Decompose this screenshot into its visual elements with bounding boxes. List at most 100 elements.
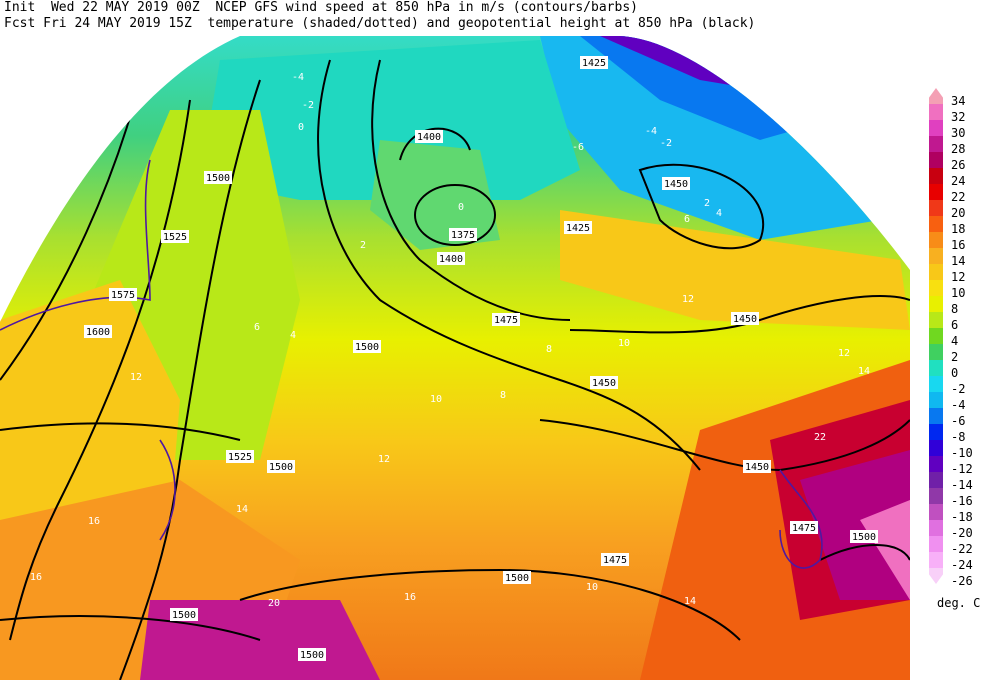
height-label: 1425 [566,223,590,234]
scale-swatch [929,296,943,312]
temp-label: 6 [684,214,690,225]
height-label: 1525 [228,452,252,463]
temp-label: 4 [290,330,296,341]
temp-label: 8 [546,344,552,355]
scale-label: 0 [951,366,959,380]
temp-label: 10 [430,394,442,405]
height-label: 1500 [355,342,379,353]
temp-label: 2 [360,240,366,251]
forecast-time: Fcst Fri 24 MAY 2019 15Z [4,16,192,31]
scale-swatch [929,312,943,328]
scale-unit: deg. C [937,596,981,610]
product-subtitle: temperature (shaded/dotted) and geopoten… [207,16,756,31]
temp-label: 12 [838,348,850,359]
scale-swatch [929,264,943,280]
height-label: 1500 [300,650,324,661]
scale-label: 6 [951,318,959,332]
height-label: 1500 [172,610,196,621]
temp-label: -6 [572,142,584,153]
height-label: 1375 [451,230,475,241]
scale-swatch [929,168,943,184]
scale-label: -14 [951,478,973,492]
temp-label: 10 [618,338,630,349]
height-label: 1450 [745,462,769,473]
scale-swatch [929,136,943,152]
scale-swatch [929,440,943,456]
scale-label: -22 [951,542,973,556]
scale-label: 18 [951,222,966,236]
scale-label: -18 [951,510,973,524]
scale-label: 16 [951,238,966,252]
scale-label: 2 [951,350,959,364]
scale-swatch [929,152,943,168]
height-label: 1400 [417,132,441,143]
temp-label: 4 [716,208,722,219]
temp-label: 14 [858,366,870,377]
scale-swatch [929,120,943,136]
temp-label: -4 [292,72,304,83]
scale-swatch [929,232,943,248]
temp-label: 8 [500,390,506,401]
temp-label: 12 [682,294,694,305]
scale-label: -26 [951,574,973,588]
temp-label: 12 [130,372,142,383]
scale-label: 4 [951,334,959,348]
height-label: 1450 [592,378,616,389]
scale-swatch [929,408,943,424]
temp-label: -2 [660,138,672,149]
scale-swatch [929,536,943,552]
scale-label: -16 [951,494,973,508]
scale-label: -4 [951,398,966,412]
scale-label: 34 [951,94,966,108]
scale-swatch [929,104,943,120]
init-time: Init Wed 22 MAY 2019 00Z [4,0,200,15]
height-label: 1500 [269,462,293,473]
temp-label: 20 [268,598,280,609]
scale-swatch [929,520,943,536]
scale-label: -24 [951,558,973,572]
scale-label: -6 [951,414,966,428]
height-label: 1500 [852,532,876,543]
scale-swatch [929,248,943,264]
scale-label: 24 [951,174,966,188]
scale-label: 32 [951,110,966,124]
scale-label: 20 [951,206,966,220]
scale-swatch [929,424,943,440]
scale-label: -12 [951,462,973,476]
scale-label: 8 [951,302,959,316]
scale-label: -8 [951,430,966,444]
scale-label: 14 [951,254,966,268]
temp-label: 22 [814,432,826,443]
temp-label: 16 [30,572,42,583]
scale-swatch [929,200,943,216]
scale-label: 30 [951,126,966,140]
temp-label: 16 [88,516,100,527]
height-labels: 1425 1400 1450 1375 1400 1425 1500 1525 … [84,56,878,661]
scale-swatch [929,360,943,376]
scale-swatch [929,456,943,472]
height-label: 1500 [206,173,230,184]
temp-label: 14 [684,596,696,607]
scale-swatch [929,344,943,360]
scale-label: 10 [951,286,966,300]
temp-label: -4 [645,126,657,137]
temp-label: 6 [254,322,260,333]
temp-label: 0 [298,122,304,133]
temp-label: 14 [236,504,248,515]
header-line-1: Init Wed 22 MAY 2019 00Z NCEP GFS wind s… [4,0,638,16]
scale-label: 12 [951,270,966,284]
scale-swatch [929,552,943,568]
scale-label: 22 [951,190,966,204]
height-label: 1575 [111,290,135,301]
height-label: 1450 [664,179,688,190]
height-label: 1475 [494,315,518,326]
height-label: 1400 [439,254,463,265]
scale-label: -10 [951,446,973,460]
scale-swatch [929,280,943,296]
temperature-labels: -4 -2 0 -4 -2 -6 2 6 4 2 0 4 6 8 10 12 1… [30,72,870,609]
temp-label: -2 [302,100,314,111]
height-label: 1425 [582,58,606,69]
scale-swatch [929,392,943,408]
scale-swatch [929,184,943,200]
